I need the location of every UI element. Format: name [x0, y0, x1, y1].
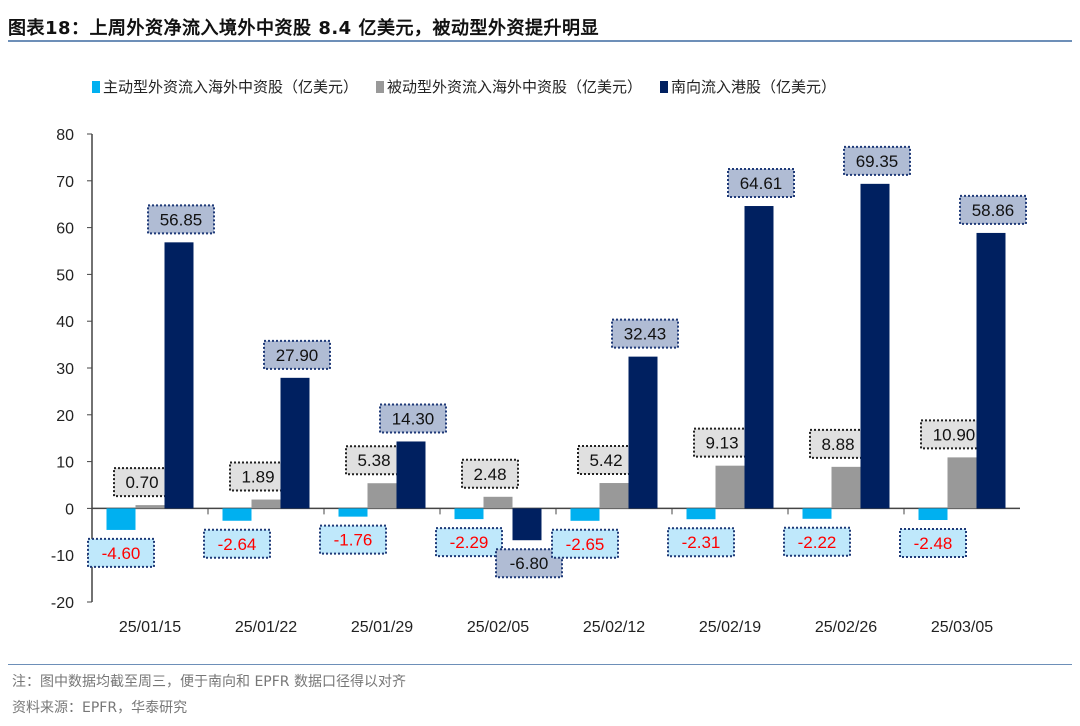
data-label: 0.70: [125, 473, 158, 492]
data-label: 64.61: [740, 174, 783, 193]
data-label: 2.48: [473, 465, 506, 484]
data-label: 9.13: [705, 434, 738, 453]
bar-southbound: [628, 356, 658, 509]
legend: 主动型外资流入海外中资股（亿美元） 被动型外资流入海外中资股（亿美元） 南向流入…: [92, 76, 836, 97]
data-label: -2.64: [218, 535, 257, 554]
x-tick-label: 25/01/15: [119, 619, 181, 636]
title-divider: [8, 40, 1072, 42]
data-label: 56.85: [160, 210, 203, 229]
data-label: -2.31: [682, 533, 721, 552]
chart-source: 资料来源：EPFR，华泰研究: [12, 700, 188, 716]
data-label: 5.42: [589, 451, 622, 470]
data-label: 10.90: [933, 425, 976, 444]
data-label-box: [319, 524, 387, 555]
y-tick-label: 30: [56, 361, 74, 378]
y-tick-label: 80: [56, 127, 74, 144]
data-label: -2.48: [914, 534, 953, 553]
bar-passive: [599, 483, 629, 509]
bar-active: [454, 508, 484, 520]
data-label-box: [899, 528, 967, 559]
data-label-box: [147, 204, 215, 235]
footer-divider: [8, 664, 1072, 665]
bar-active: [802, 508, 832, 519]
bar-southbound: [512, 508, 542, 541]
data-label: 32.43: [624, 325, 667, 344]
y-tick-label: 0: [65, 501, 74, 518]
data-label: -4.60: [102, 544, 141, 563]
bar-active: [338, 508, 368, 517]
data-label-box: [495, 548, 563, 579]
data-label: -6.80: [510, 554, 549, 573]
data-label-box: [667, 527, 735, 558]
bar-passive: [367, 483, 397, 509]
data-label-box: [959, 194, 1027, 225]
data-label: 69.35: [856, 152, 899, 171]
data-label-box: [611, 318, 679, 349]
data-label: -1.76: [334, 531, 373, 550]
data-label: -2.22: [798, 533, 837, 552]
x-tick-label: 25/01/22: [235, 619, 297, 636]
chart-title: 图表18：上周外资净流入境外中资股 8.4 亿美元，被动型外资提升明显: [8, 18, 599, 39]
data-label: 27.90: [276, 346, 319, 365]
data-label-box: [203, 528, 271, 559]
bar-active: [106, 508, 136, 530]
y-tick-label: 70: [56, 174, 74, 191]
bar-southbound: [280, 377, 310, 509]
y-tick-label: -10: [51, 548, 74, 565]
data-label-box: [229, 461, 287, 492]
legend-item-active: 主动型外资流入海外中资股（亿美元）: [92, 76, 358, 97]
bar-active: [570, 508, 600, 521]
data-label: 58.86: [972, 201, 1015, 220]
data-label-box: [783, 526, 851, 557]
y-tick-label: 40: [56, 314, 74, 331]
data-label: 1.89: [241, 468, 274, 487]
x-tick-label: 25/02/19: [699, 619, 761, 636]
data-label-box: [87, 537, 155, 568]
y-tick-label: 10: [56, 455, 74, 472]
y-tick-label: 60: [56, 221, 74, 238]
data-label-box: [113, 467, 171, 498]
bar-southbound: [396, 441, 426, 509]
data-label-box: [693, 427, 751, 458]
bar-southbound: [744, 206, 774, 509]
bar-passive: [831, 466, 861, 509]
bar-southbound: [976, 232, 1006, 509]
data-label: -2.65: [566, 535, 605, 554]
chart-note: 注：图中数据均截至周三，便于南向和 EPFR 数据口径得以对齐: [12, 674, 406, 690]
data-label: 5.38: [357, 451, 390, 470]
data-label: 8.88: [821, 435, 854, 454]
bar-active: [222, 508, 252, 521]
bar-active: [918, 508, 948, 521]
x-tick-label: 25/03/05: [931, 619, 993, 636]
bar-passive: [947, 457, 977, 509]
data-label-box: [920, 419, 988, 450]
x-tick-label: 25/02/26: [815, 619, 877, 636]
data-label-box: [345, 445, 403, 476]
x-tick-label: 25/02/05: [467, 619, 529, 636]
x-tick-label: 25/01/29: [351, 619, 413, 636]
bar-southbound: [860, 183, 890, 509]
data-label-box: [435, 527, 503, 558]
data-label: 14.30: [392, 409, 435, 428]
data-label-box: [263, 339, 331, 370]
data-label: -2.29: [450, 533, 489, 552]
legend-item-passive: 被动型外资流入海外中资股（亿美元）: [376, 76, 642, 97]
data-label-box: [551, 528, 619, 559]
bar-southbound: [164, 242, 194, 509]
bar-passive: [135, 505, 165, 509]
y-tick-label: -20: [51, 595, 74, 612]
bar-passive: [483, 496, 513, 509]
data-label-box: [843, 145, 911, 176]
y-tick-label: 50: [56, 267, 74, 284]
data-label-box: [379, 403, 447, 434]
data-label-box: [461, 458, 519, 489]
bar-passive: [251, 499, 281, 509]
legend-item-southbound: 南向流入港股（亿美元）: [660, 76, 836, 97]
data-label-box: [727, 168, 795, 199]
x-tick-label: 25/02/12: [583, 619, 645, 636]
y-tick-label: 20: [56, 408, 74, 425]
bar-passive: [715, 465, 745, 509]
bar-active: [686, 508, 716, 520]
